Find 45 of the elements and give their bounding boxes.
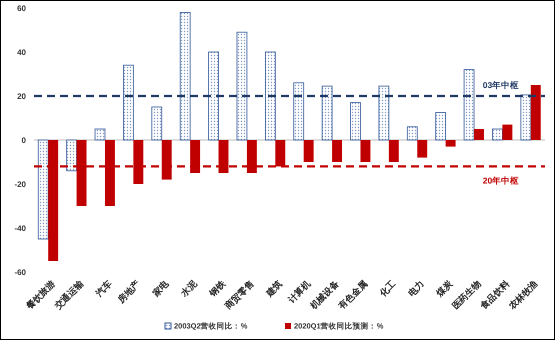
bar <box>446 140 456 147</box>
x-tick-label: 房地产 <box>115 278 142 306</box>
bar <box>264 52 276 140</box>
bar <box>464 69 474 140</box>
x-tick-label: 建筑 <box>263 278 284 300</box>
x-tick-label: 化工 <box>376 278 398 300</box>
bar <box>151 106 162 140</box>
y-tick-label: 60 <box>17 4 27 13</box>
y-tick-label: -20 <box>14 180 27 189</box>
y-tick-label: -40 <box>14 224 27 233</box>
bar <box>332 140 342 162</box>
bar <box>378 86 390 140</box>
bar <box>388 140 399 162</box>
x-tick-label: 水泥 <box>178 278 200 300</box>
bar <box>38 140 49 240</box>
bar <box>66 140 77 172</box>
bar <box>208 52 219 140</box>
y-tick-label: 40 <box>17 48 27 57</box>
bar <box>435 112 446 140</box>
y-tick-label: 20 <box>17 92 27 101</box>
bar <box>123 64 134 140</box>
x-tick-label: 煤炭 <box>434 278 455 300</box>
bar <box>304 140 314 162</box>
bar <box>180 12 191 140</box>
bar <box>322 86 332 140</box>
bar <box>406 126 418 140</box>
bar <box>417 140 428 158</box>
bar <box>236 32 248 140</box>
bar <box>530 85 541 140</box>
bar <box>293 82 304 140</box>
x-tick-label: 汽车 <box>93 278 114 300</box>
bar <box>360 140 370 162</box>
bar <box>350 102 361 140</box>
ref-line-label: 20年中枢 <box>482 175 520 186</box>
bar <box>502 124 512 140</box>
x-tick-label: 家电 <box>150 278 172 300</box>
bar <box>492 128 503 140</box>
bar <box>94 128 106 140</box>
y-tick-label: -60 <box>14 268 27 277</box>
bar <box>520 94 532 140</box>
x-tick-label: 钢铁 <box>206 278 228 300</box>
x-tick-label: 电力 <box>406 278 426 298</box>
ref-line-label: 03年中枢 <box>482 80 520 90</box>
y-tick-label: 0 <box>22 136 27 145</box>
bar <box>474 129 484 140</box>
